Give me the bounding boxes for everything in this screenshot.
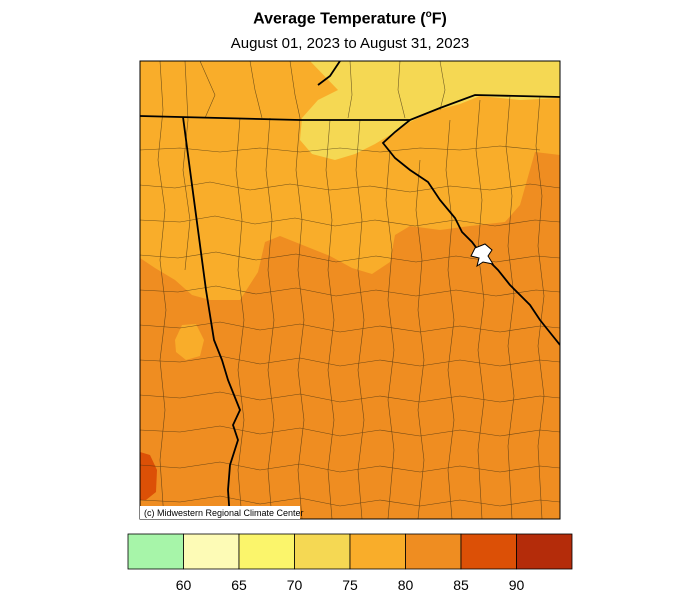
county-boundaries xyxy=(140,61,560,519)
map-title-unit: F) xyxy=(431,10,447,28)
degree-symbol: o xyxy=(425,9,432,20)
map-subtitle: August 01, 2023 to August 31, 2023 xyxy=(230,35,470,52)
copyright-text: (c) Midwestern Regional Climate Center xyxy=(144,508,304,518)
map-frame xyxy=(139,60,561,520)
legend-tick-80: 80 xyxy=(398,577,414,593)
map-title-text: Average Temperature ( xyxy=(253,10,426,28)
zone-75-80-southwest xyxy=(175,324,204,360)
zone-70-75 xyxy=(300,61,560,160)
legend-swatch-1 xyxy=(183,533,240,570)
legend-swatch-2 xyxy=(238,533,295,570)
legend-swatch-3 xyxy=(294,533,351,570)
legend-swatch-0 xyxy=(127,533,184,570)
legend-tick-90: 90 xyxy=(509,577,525,593)
legend-swatch-5 xyxy=(405,533,462,570)
state-boundaries xyxy=(140,61,560,519)
legend-swatch-4 xyxy=(349,533,406,570)
legend-swatch-6 xyxy=(460,533,517,570)
legend-tick-70: 70 xyxy=(287,577,303,593)
zone-85-90 xyxy=(140,452,157,500)
city-outline xyxy=(470,243,495,268)
legend-tick-65: 65 xyxy=(231,577,247,593)
legend-tick-60: 60 xyxy=(176,577,192,593)
legend-tick-75: 75 xyxy=(342,577,358,593)
copyright-box xyxy=(140,506,300,519)
legend-tick-85: 85 xyxy=(453,577,469,593)
zone-75-80 xyxy=(140,61,560,300)
map-title: Average Temperature (oF) xyxy=(0,9,700,28)
legend-swatch-7 xyxy=(516,533,573,570)
